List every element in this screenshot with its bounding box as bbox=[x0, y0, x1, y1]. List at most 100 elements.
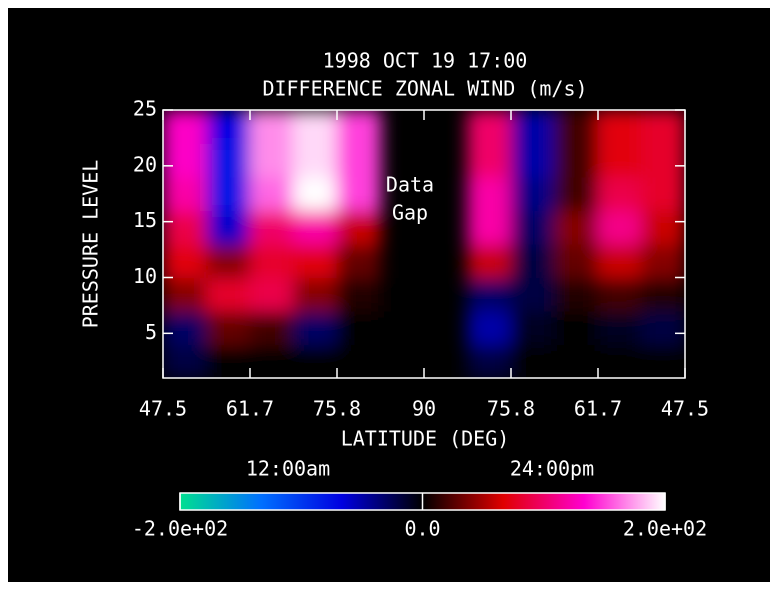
heat-cell bbox=[597, 310, 642, 345]
heat-cell bbox=[163, 344, 207, 378]
heat-cell bbox=[249, 143, 294, 178]
x-tick-label: 75.8 bbox=[487, 397, 535, 421]
heat-cell bbox=[510, 310, 555, 345]
colorbar-tick-label: 0.0 bbox=[404, 517, 440, 541]
heat-cell bbox=[641, 310, 685, 345]
heat-cell bbox=[467, 277, 512, 312]
x-tick-label: 75.8 bbox=[313, 397, 361, 421]
heat-cell bbox=[597, 110, 642, 144]
heat-cell bbox=[206, 210, 251, 245]
heat-cell bbox=[249, 344, 294, 378]
heat-cell bbox=[293, 277, 338, 312]
heat-cell bbox=[293, 110, 338, 144]
x-axis-label: LATITUDE (DEG) bbox=[341, 427, 510, 451]
heat-cell bbox=[597, 143, 642, 178]
heat-cell bbox=[249, 310, 294, 345]
heat-cell bbox=[163, 176, 207, 211]
heat-cell bbox=[510, 277, 555, 312]
heat-cell bbox=[163, 143, 207, 178]
heat-cell bbox=[597, 176, 642, 211]
heatmap bbox=[163, 110, 685, 378]
heat-cell bbox=[336, 277, 381, 312]
heat-cell bbox=[510, 143, 555, 178]
colorbar-label: 12:00am bbox=[246, 457, 330, 481]
heat-cell bbox=[293, 210, 338, 245]
heat-cell bbox=[510, 110, 555, 144]
y-tick-label: 25 bbox=[133, 97, 157, 121]
heat-cell bbox=[641, 176, 685, 211]
heat-cell bbox=[597, 210, 642, 245]
heat-cell bbox=[641, 277, 685, 312]
heat-cell bbox=[293, 243, 338, 278]
heat-cell bbox=[467, 176, 512, 211]
heat-cell bbox=[467, 243, 512, 278]
heat-cell bbox=[206, 143, 251, 178]
heat-cell bbox=[206, 344, 251, 378]
heat-cell bbox=[510, 243, 555, 278]
x-tick-label: 61.7 bbox=[226, 397, 274, 421]
heat-cell bbox=[293, 143, 338, 178]
x-tick-label: 61.7 bbox=[574, 397, 622, 421]
heat-cell bbox=[467, 210, 512, 245]
y-tick-label: 20 bbox=[133, 152, 157, 176]
heat-cell bbox=[163, 110, 207, 144]
heat-cell bbox=[641, 210, 685, 245]
heat-cell bbox=[249, 176, 294, 211]
heat-cell bbox=[554, 277, 599, 312]
heat-cell bbox=[641, 344, 685, 378]
x-tick-label: 90 bbox=[412, 397, 436, 421]
colorbar-tick-label: 2.0e+02 bbox=[623, 517, 707, 541]
y-tick-label: 10 bbox=[133, 264, 157, 288]
heat-cell bbox=[206, 110, 251, 144]
heat-cell bbox=[336, 310, 381, 345]
heat-cell bbox=[249, 243, 294, 278]
heat-cell bbox=[554, 176, 599, 211]
heat-cell bbox=[163, 210, 207, 245]
heat-cell bbox=[293, 310, 338, 345]
heat-cell bbox=[206, 243, 251, 278]
heat-cell bbox=[554, 210, 599, 245]
heat-cell bbox=[336, 110, 381, 144]
heat-cell bbox=[249, 210, 294, 245]
heat-cell bbox=[554, 344, 599, 378]
heat-cell bbox=[336, 210, 381, 245]
heat-cell bbox=[206, 176, 251, 211]
heat-cell bbox=[467, 310, 512, 345]
heat-cell bbox=[597, 243, 642, 278]
y-axis-label: PRESSURE LEVEL bbox=[79, 160, 103, 329]
heat-cell bbox=[641, 110, 685, 144]
heat-cell bbox=[510, 344, 555, 378]
heat-cell bbox=[336, 344, 381, 378]
heat-cell bbox=[163, 243, 207, 278]
heat-cell bbox=[293, 344, 338, 378]
heat-cell bbox=[467, 143, 512, 178]
heat-cell bbox=[336, 176, 381, 211]
x-tick-label: 47.5 bbox=[661, 397, 709, 421]
heat-cell bbox=[641, 143, 685, 178]
cells bbox=[163, 110, 685, 378]
heat-cell bbox=[249, 277, 294, 312]
y-tick-label: 15 bbox=[133, 208, 157, 232]
heat-cell bbox=[467, 344, 512, 378]
heat-cell bbox=[336, 143, 381, 178]
annotation: Gap bbox=[392, 201, 428, 225]
heat-cell bbox=[206, 310, 251, 345]
heat-cell bbox=[336, 243, 381, 278]
chart-title: 1998 OCT 19 17:00 bbox=[323, 49, 528, 73]
chart-subtitle: DIFFERENCE ZONAL WIND (m/s) bbox=[262, 77, 587, 101]
heat-cell bbox=[206, 277, 251, 312]
y-tick-label: 5 bbox=[145, 320, 157, 344]
heat-cell bbox=[641, 243, 685, 278]
heat-cell bbox=[163, 277, 207, 312]
heat-cell bbox=[163, 310, 207, 345]
colorbar-tick-label: -2.0e+02 bbox=[132, 517, 228, 541]
heat-cell bbox=[597, 277, 642, 312]
heat-cell bbox=[510, 210, 555, 245]
heat-cell bbox=[554, 243, 599, 278]
heat-cell bbox=[554, 143, 599, 178]
annotation: Data bbox=[386, 173, 434, 197]
heat-cell bbox=[597, 344, 642, 378]
heat-cell bbox=[554, 110, 599, 144]
x-tick-label: 47.5 bbox=[139, 397, 187, 421]
